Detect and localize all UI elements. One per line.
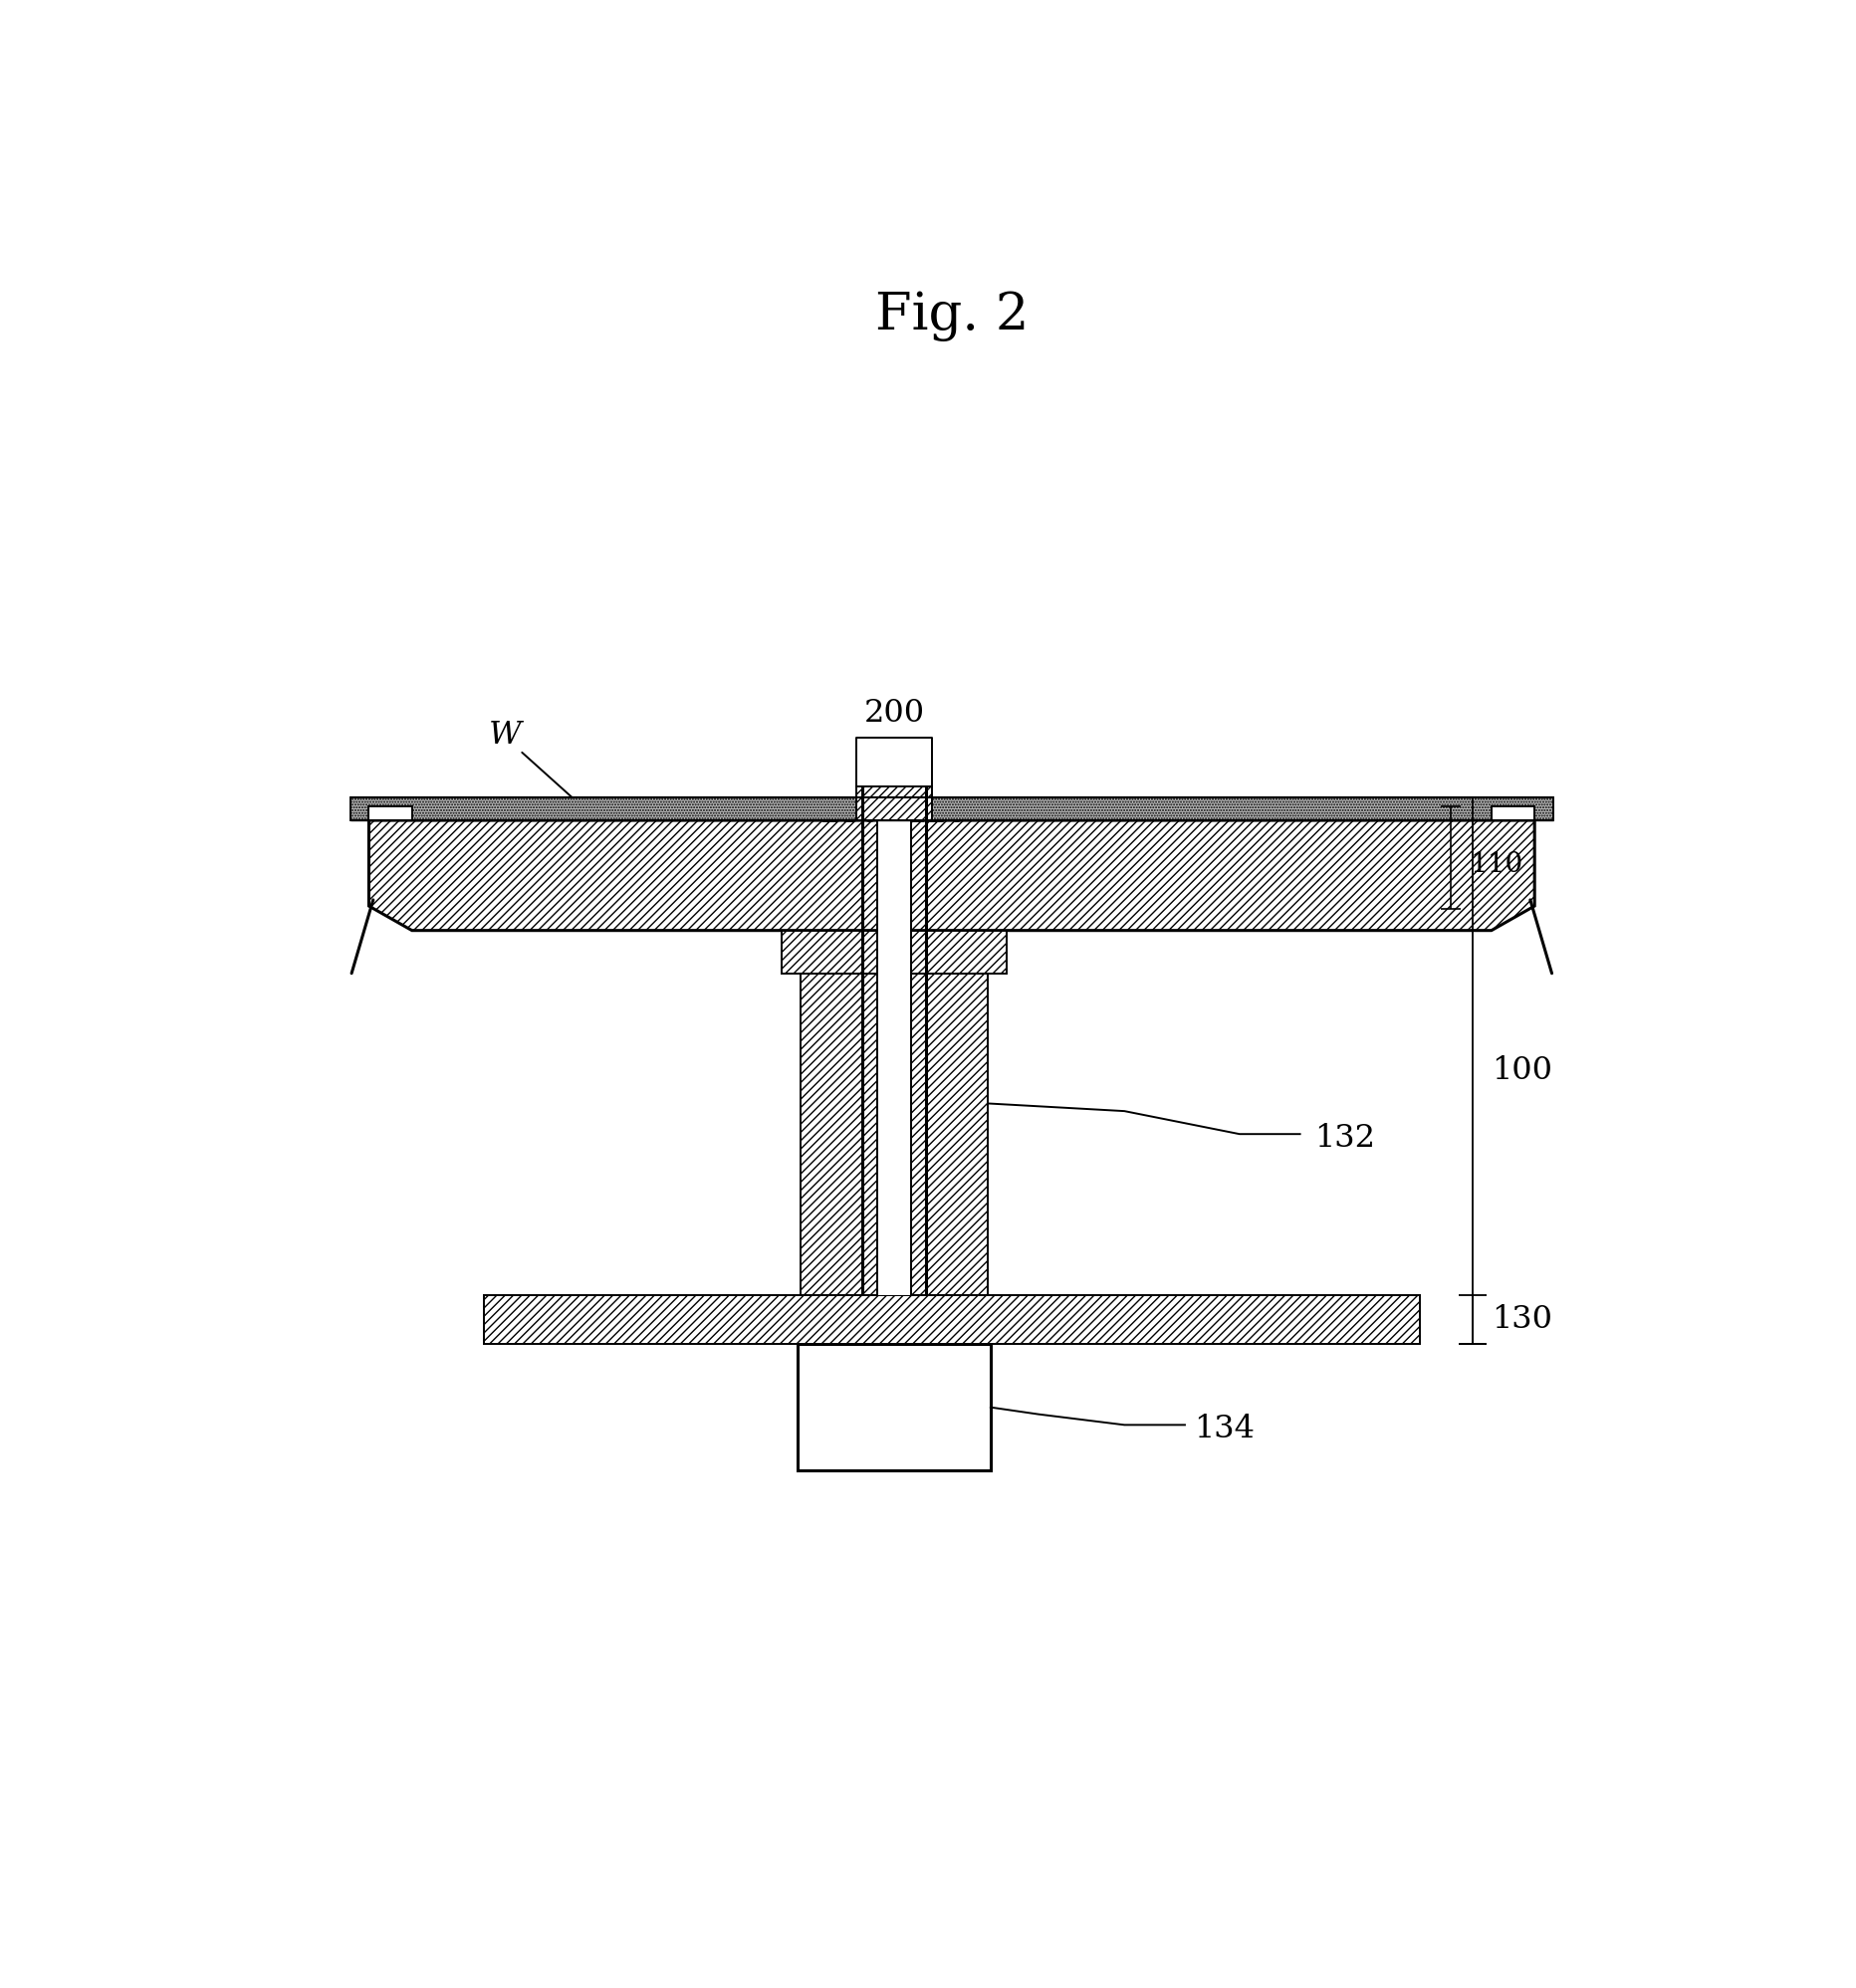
Text: 112: 112 bbox=[1470, 799, 1522, 827]
Bar bbox=[800, 974, 987, 1294]
Bar bbox=[856, 787, 932, 821]
Text: 132: 132 bbox=[1314, 1123, 1375, 1155]
Bar bbox=[1490, 807, 1533, 821]
Bar bbox=[781, 930, 1006, 974]
Text: 100: 100 bbox=[1490, 1056, 1552, 1085]
Text: Fig. 2: Fig. 2 bbox=[874, 290, 1028, 342]
Bar bbox=[876, 821, 911, 1294]
Polygon shape bbox=[369, 821, 1533, 930]
Text: 200: 200 bbox=[863, 698, 924, 728]
Text: 134: 134 bbox=[1193, 1413, 1253, 1445]
Bar bbox=[351, 797, 1552, 821]
Bar bbox=[484, 1294, 1418, 1344]
Text: W: W bbox=[488, 720, 522, 751]
Text: 220: 220 bbox=[906, 799, 967, 829]
Bar bbox=[369, 807, 412, 821]
Text: 210: 210 bbox=[820, 799, 882, 829]
Bar bbox=[798, 1344, 989, 1471]
Text: 130: 130 bbox=[1490, 1304, 1552, 1334]
Text: 110: 110 bbox=[1470, 851, 1522, 879]
